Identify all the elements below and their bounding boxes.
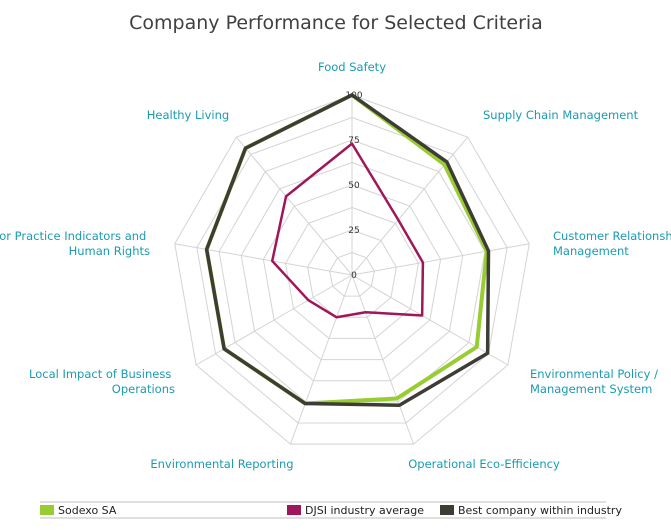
- tick-label: 25: [348, 226, 359, 236]
- axis-label-customer-relationship-line1: Customer Relationship: [553, 229, 671, 243]
- axis-label-environmental-policy-line2: Management System: [530, 382, 652, 396]
- series-best: [204, 93, 491, 407]
- grid-spoke: [351, 243, 530, 276]
- grid-spoke: [174, 243, 353, 276]
- tick-label: 50: [348, 181, 360, 191]
- grid-spoke: [195, 274, 353, 366]
- axis-label-supply-chain: Supply Chain Management: [483, 108, 639, 122]
- tick-label: 0: [351, 271, 357, 281]
- axis-label-environmental-policy: Environmental Policy / Management System: [530, 367, 662, 396]
- axis-label-healthy-living: Healthy Living: [147, 108, 229, 122]
- axis-label-environmental-policy-line1: Environmental Policy /: [530, 367, 658, 381]
- tick-label: 100: [345, 91, 362, 101]
- legend-label-best: Best company within industry: [458, 504, 622, 517]
- radar-grid: [174, 94, 530, 445]
- legend-swatch-best: [440, 505, 454, 515]
- grid-ring: [329, 251, 375, 297]
- legend-swatch-sodexo: [40, 505, 54, 515]
- axis-label-local-impact-line1: Local Impact of Business: [29, 367, 171, 381]
- axis-label-customer-relationship: Customer Relationship Management: [553, 229, 671, 258]
- axis-label-food-safety: Food Safety: [318, 60, 386, 74]
- axis-label-labor-practice-line2: Human Rights: [69, 244, 150, 258]
- legend-swatch-djsi: [287, 505, 301, 515]
- legend-label-sodexo: Sodexo SA: [58, 504, 117, 517]
- grid-spoke: [235, 136, 353, 276]
- tick-label: 75: [348, 136, 359, 146]
- series-layer: [204, 93, 491, 407]
- axis-label-operational-eco-efficiency: Operational Eco-Efficiency: [408, 457, 560, 471]
- series-sodexo: [204, 93, 489, 406]
- grid-spoke: [289, 274, 353, 445]
- grid-ring: [285, 206, 419, 339]
- grid-spoke: [351, 274, 509, 366]
- grid-spoke: [351, 136, 469, 276]
- legend-label-djsi: DJSI industry average: [305, 504, 424, 517]
- axis-label-labor-practice: Labor Practice Indicators and Human Righ…: [0, 229, 150, 258]
- axis-label-labor-practice-line1: Labor Practice Indicators and: [0, 229, 146, 243]
- series-djsi: [270, 142, 425, 319]
- axis-label-local-impact: Local Impact of Business Operations: [29, 367, 175, 396]
- axis-label-local-impact-line2: Operations: [112, 382, 175, 396]
- grid-spoke: [351, 274, 415, 445]
- axis-label-customer-relationship-line2: Management: [553, 244, 629, 258]
- axis-label-environmental-reporting: Environmental Reporting: [150, 457, 293, 471]
- grid-ring: [174, 94, 530, 445]
- legend: Sodexo SA DJSI industry average Best com…: [40, 501, 622, 519]
- grid-ring: [240, 161, 464, 382]
- tick-layer: 0 25 50 75 100: [345, 91, 362, 281]
- chart-title: Company Performance for Selected Criteri…: [129, 12, 543, 34]
- grid-ring: [307, 229, 397, 318]
